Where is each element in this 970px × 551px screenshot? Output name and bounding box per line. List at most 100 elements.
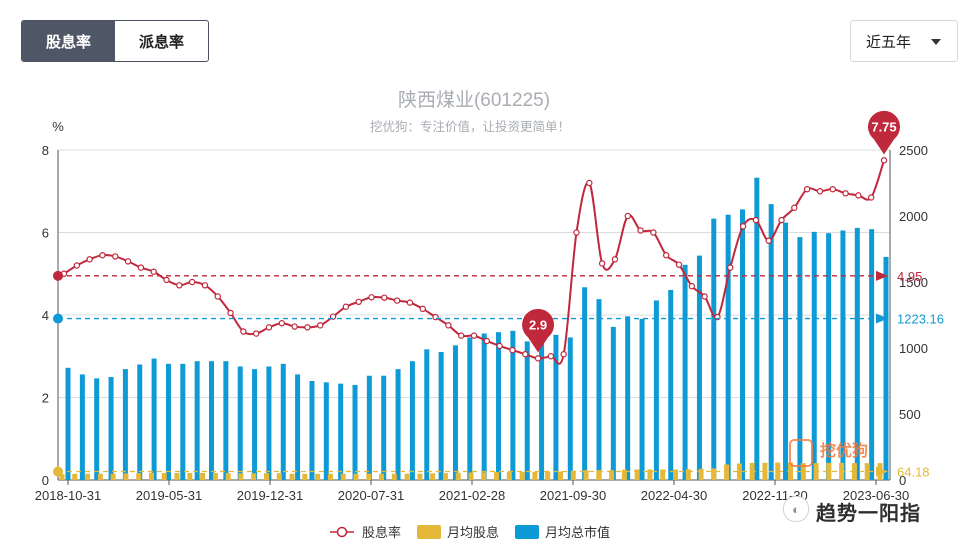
- yield-point: [688, 282, 696, 290]
- yield-point: [265, 324, 273, 331]
- dividend-bar: [391, 473, 397, 480]
- annotation-pin: [868, 110, 901, 155]
- mcap-bar: [826, 233, 832, 480]
- dividend-bar: [570, 470, 576, 480]
- yield-point: [727, 264, 734, 271]
- mcap-bar: [797, 237, 803, 480]
- dividend-bar: [673, 469, 678, 480]
- yield-point: [803, 185, 811, 193]
- time-range-select[interactable]: 近五年: [850, 20, 958, 62]
- mcap-bar: [883, 256, 889, 480]
- mcap-bar: [94, 378, 100, 480]
- yield-point: [73, 262, 81, 269]
- reference-line-start-dot: [53, 270, 63, 281]
- yield-point: [86, 256, 93, 263]
- mcap-bar: [237, 366, 243, 480]
- dividend-bar: [621, 469, 627, 480]
- dividend-bar: [97, 473, 103, 480]
- yield-point: [739, 223, 747, 230]
- dividend-bar: [174, 473, 180, 480]
- dividend-bar: [711, 468, 717, 480]
- dividend-bar: [481, 472, 487, 480]
- yield-point: [227, 309, 234, 317]
- mcap-bar: [352, 384, 358, 480]
- yield-point: [855, 192, 862, 199]
- legend-label: 股息率: [362, 525, 401, 540]
- yield-point: [137, 264, 145, 271]
- yield-point: [675, 261, 683, 268]
- mcap-bar: [165, 363, 171, 480]
- yield-point: [112, 253, 119, 260]
- mcap-bar: [194, 361, 200, 480]
- yield-point: [560, 350, 567, 358]
- mcap-bar: [223, 361, 229, 480]
- dividend-bar: [340, 473, 346, 480]
- mcap-bar: [438, 351, 444, 480]
- yield-point: [381, 294, 388, 301]
- yield-point: [124, 258, 132, 265]
- dividend-bar: [557, 471, 563, 480]
- yield-point: [496, 342, 503, 350]
- mcap-bar: [553, 334, 559, 480]
- mcap-bar: [295, 374, 301, 480]
- y-left-tick-label: 6: [42, 226, 49, 241]
- dividend-bar: [775, 462, 781, 480]
- mcap-bar: [567, 337, 573, 480]
- dividend-bar: [660, 469, 666, 480]
- dividend-bar: [238, 473, 244, 480]
- mcap-bar: [266, 366, 272, 480]
- mcap-bar: [625, 316, 631, 480]
- yield-point: [457, 332, 465, 339]
- yield-point: [586, 179, 593, 187]
- mcap-bar: [682, 264, 688, 480]
- mcap-bar: [323, 382, 329, 480]
- mcap-bar: [280, 363, 286, 480]
- dividend-bar: [826, 462, 832, 480]
- mcap-bar: [424, 349, 430, 480]
- yield-point: [637, 227, 644, 234]
- x-tick-label: 2023-06-30: [843, 488, 910, 503]
- watermark-text: 趋势一阳指: [816, 503, 921, 525]
- yield-point: [342, 303, 350, 310]
- tab-dividend-yield[interactable]: 股息率: [22, 21, 115, 61]
- chart-subtitle: 挖优狗：专注价值，让投资更简单！: [370, 119, 570, 134]
- caret-down-icon: [931, 39, 941, 45]
- dividend-bar: [366, 473, 372, 480]
- mcap-bar: [209, 361, 215, 480]
- mcap-bar: [252, 369, 258, 480]
- yield-point: [880, 157, 888, 164]
- mcap-bar: [596, 299, 602, 480]
- mcap-bar: [696, 255, 702, 480]
- mcap-bar: [653, 300, 659, 480]
- dividend-bar: [800, 463, 806, 480]
- tab-payout-ratio[interactable]: 派息率: [138, 33, 184, 51]
- dividend-bar: [123, 473, 129, 480]
- dividend-bar: [519, 471, 525, 480]
- y-right-tick-label: 500: [899, 407, 921, 422]
- mcap-bar: [783, 222, 789, 480]
- mcap-bar: [108, 377, 114, 480]
- mcap-bar: [137, 364, 143, 480]
- x-tick-label: 2021-09-30: [540, 488, 607, 503]
- reference-line-start-dot: [53, 466, 63, 477]
- y-right-tick-label: 0: [899, 473, 906, 488]
- mcap-bar: [467, 337, 473, 480]
- yield-point: [355, 298, 362, 305]
- mcap-bar: [481, 333, 487, 480]
- dividend-bar: [864, 463, 870, 480]
- yield-point: [624, 212, 631, 220]
- mcap-bar: [366, 375, 372, 480]
- wechat-icon: ◐: [783, 496, 809, 522]
- x-tick-label: 2019-12-31: [237, 488, 304, 503]
- yield-point: [650, 229, 657, 236]
- legend-swatch: [515, 525, 539, 539]
- dividend-bar: [161, 473, 167, 480]
- yield-point: [317, 322, 324, 329]
- yield-point: [368, 294, 375, 301]
- mcap-bar: [510, 330, 516, 480]
- dividend-bar: [609, 470, 615, 480]
- yield-point: [778, 216, 785, 224]
- mcap-bar: [524, 341, 530, 480]
- yield-point: [291, 323, 298, 330]
- dividend-bar: [506, 472, 512, 480]
